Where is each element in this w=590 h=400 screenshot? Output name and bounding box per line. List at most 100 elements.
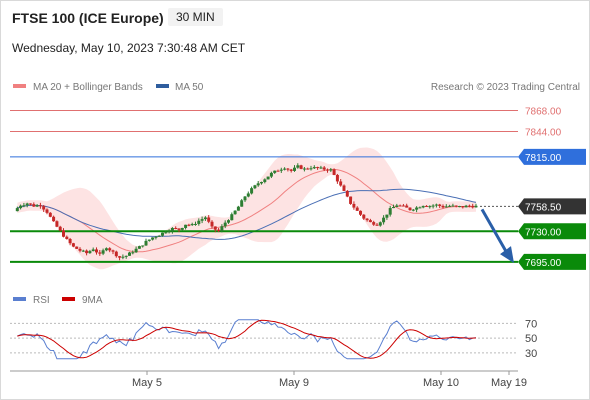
candle-body <box>306 168 310 170</box>
candle-body <box>197 220 201 224</box>
candle-body <box>141 245 145 247</box>
candle-body <box>276 170 280 172</box>
candle-body <box>316 167 320 169</box>
candle-body <box>217 229 221 232</box>
candle-body <box>302 168 306 170</box>
rsi-level-label-70: 70 <box>525 318 537 330</box>
candle-body <box>220 226 224 232</box>
rsi-level-label-30: 30 <box>525 348 537 360</box>
candle-body <box>269 172 273 177</box>
candle-body <box>312 167 316 169</box>
candle-body <box>329 169 333 171</box>
candle-body <box>48 212 52 217</box>
candle-body <box>273 170 277 173</box>
candle-body <box>157 235 161 237</box>
candle-body <box>180 227 184 230</box>
chart-title: FTSE 100 (ICE Europe) <box>12 10 164 26</box>
timeframe-badge[interactable]: 30 MIN <box>168 8 223 26</box>
candle-body <box>184 224 188 228</box>
candle-body <box>260 182 263 184</box>
candle-body <box>467 205 471 207</box>
candle-body <box>421 205 425 208</box>
candle-body <box>461 206 465 208</box>
candle-body <box>454 205 458 207</box>
candle-body <box>250 188 254 194</box>
candle-body <box>283 168 287 170</box>
candle-body <box>368 220 372 223</box>
rsi-legend-label: RSI <box>33 295 50 306</box>
candle-body <box>207 217 211 222</box>
candle-body <box>45 209 49 213</box>
level-label-s2: 7695.00 <box>525 258 562 269</box>
candle-body <box>203 217 207 220</box>
candle-body <box>187 224 191 226</box>
candle-body <box>415 207 419 210</box>
candle-body <box>104 248 108 251</box>
candle-body <box>154 236 158 238</box>
candle-body <box>359 210 362 215</box>
level-label-bg-s2 <box>518 253 586 270</box>
price-levels: 7868.00 7844.00 7815.00 7758.50 7730.00 7695.… <box>10 107 586 270</box>
candle-body <box>32 204 36 207</box>
candle-body <box>342 185 346 191</box>
candle-body <box>144 240 148 246</box>
candle-body <box>378 222 382 226</box>
copyright-text: Research © 2023 Trading Central <box>431 82 580 93</box>
candle-body <box>362 214 366 219</box>
candle-body <box>170 227 174 232</box>
candle-body <box>22 205 26 207</box>
candle-body <box>15 208 19 212</box>
candle-body <box>71 243 75 247</box>
candle-body <box>210 221 214 227</box>
candle-body <box>177 228 181 230</box>
candle-body <box>322 167 326 170</box>
level-label-pivot: 7815.00 <box>525 153 562 164</box>
candle-body <box>448 205 452 207</box>
candle-body <box>85 250 89 254</box>
candle-body <box>471 205 475 208</box>
candle-body <box>128 252 131 256</box>
level-label-bg-s1 <box>518 223 586 240</box>
candle-body <box>227 220 230 223</box>
candle-body <box>236 206 240 211</box>
candle-body <box>401 205 405 207</box>
candle-body <box>91 249 95 252</box>
rsi-legend: RSI 9MA <box>13 295 103 306</box>
candle-body <box>29 203 32 205</box>
candle-body <box>372 222 376 225</box>
candle-body <box>408 207 412 211</box>
candle-body <box>375 224 379 226</box>
candle-body <box>425 205 428 207</box>
projection-arrow-shaft <box>480 208 509 254</box>
candle-body <box>131 252 135 254</box>
candle-body <box>118 256 122 258</box>
candle-body <box>134 248 138 253</box>
candle-body <box>246 193 250 197</box>
bollinger-band-area <box>17 147 477 270</box>
candle-body <box>101 250 105 254</box>
candle-body <box>296 165 300 168</box>
candle-body <box>339 181 343 186</box>
level-label-bg-current <box>518 198 586 215</box>
ma50-legend-label: MA 50 <box>175 82 204 93</box>
candle-body <box>137 246 141 249</box>
level-label-r1: 7844.00 <box>525 128 562 139</box>
ma50-line <box>17 188 477 240</box>
rsi-level-label-50: 50 <box>525 333 537 345</box>
candle-body <box>25 203 29 206</box>
candle-body <box>474 205 478 208</box>
candle-body <box>293 167 296 171</box>
rsi-legend-swatch <box>13 297 26 301</box>
rsi-ma-legend-label: 9MA <box>82 295 103 306</box>
candle-body <box>88 251 92 254</box>
rsi-ma-line <box>17 319 477 359</box>
candle-body <box>256 183 260 186</box>
candle-body <box>428 206 432 208</box>
candle-body <box>230 214 234 221</box>
x-tick-label: May 10 <box>423 377 459 389</box>
x-axis: May 5 May 9 May 10 May 19 <box>10 370 527 389</box>
candle-body <box>240 200 244 207</box>
x-tick-label: May 5 <box>132 377 162 389</box>
candle-body <box>434 204 438 206</box>
